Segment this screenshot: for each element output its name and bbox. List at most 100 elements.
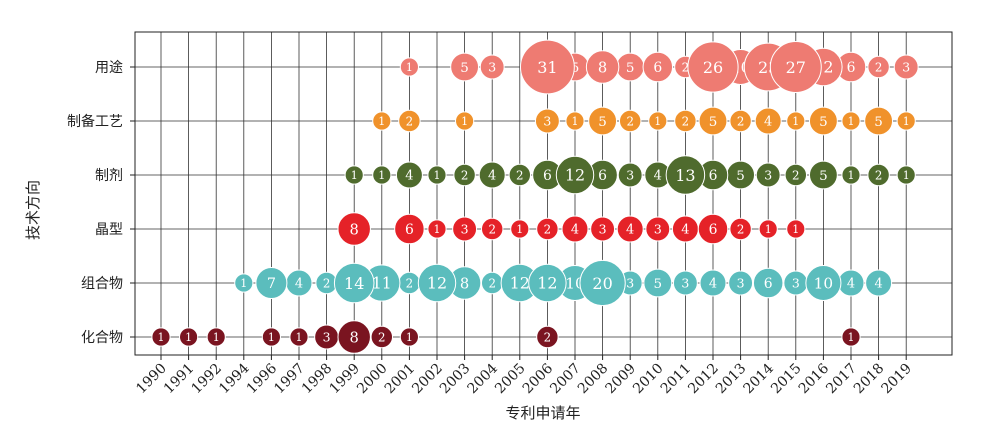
bubble-5-2006 <box>536 325 559 349</box>
bubble-label-1-2015: 1 <box>792 115 799 128</box>
bubble-label-3-2009: 4 <box>626 223 634 238</box>
bubble-2-1999 <box>344 165 364 185</box>
bubble-label-4-2005: 12 <box>510 274 530 293</box>
bubble-5-1999 <box>337 320 371 354</box>
bubble-2-2001 <box>395 161 423 189</box>
bubble-label-0-2011: 2 <box>682 60 690 74</box>
y-tick-label-4: 组合物 <box>81 276 123 292</box>
bubble-4-2013 <box>728 270 754 296</box>
bubble-1-2008 <box>588 106 618 136</box>
bubble-label-4-2000: 11 <box>372 274 392 293</box>
bubble-label-3-2013: 2 <box>737 222 745 236</box>
bubble-4-2018 <box>865 269 893 297</box>
bubble-label-2-2002: 1 <box>434 169 441 182</box>
bubble-3-2004 <box>480 217 504 241</box>
bubble-0-2018 <box>867 55 890 79</box>
bubble-1-2007 <box>565 111 585 131</box>
bubble-label-5-1991: 1 <box>185 331 192 344</box>
bubble-label-2-2013: 5 <box>736 168 745 184</box>
bubble-1-2001 <box>398 109 421 133</box>
bubble-0-2001 <box>399 57 419 77</box>
bubble-label-4-2014: 6 <box>764 276 773 292</box>
bubble-label-4-1996: 7 <box>267 276 276 292</box>
x-tick-label-1992: 1992 <box>189 361 226 398</box>
bubble-label-4-1994: 1 <box>240 277 247 290</box>
bubble-5-1992 <box>206 327 226 347</box>
bubble-label-0-2018: 2 <box>875 60 883 74</box>
bubble-label-1-2000: 1 <box>378 115 385 128</box>
bubble-label-4-2009: 3 <box>626 275 634 290</box>
bubble-1-2010 <box>648 111 668 131</box>
y-tick-label-2: 制剂 <box>95 168 123 184</box>
bubble-3-2010 <box>645 216 671 242</box>
x-tick-label-2012: 2012 <box>685 361 722 398</box>
bubble-label-4-2012: 4 <box>709 277 717 292</box>
x-tick-label-2013: 2013 <box>713 361 750 398</box>
bubble-label-2-2016: 5 <box>819 168 828 184</box>
x-tick-label-2019: 2019 <box>879 361 916 398</box>
bubble-1-2019 <box>896 111 916 131</box>
bubble-label-1-2012: 5 <box>709 114 718 130</box>
bubble-label-2-2015: 2 <box>792 168 800 182</box>
bubble-label-4-2006: 12 <box>537 274 557 293</box>
bubble-label-1-2011: 2 <box>682 114 690 128</box>
bubble-3-2002 <box>427 219 447 239</box>
bubble-label-4-1999: 14 <box>344 274 364 293</box>
bubble-1-2018 <box>864 106 894 136</box>
bubble-label-3-2001: 6 <box>405 222 414 238</box>
bubble-2-2005 <box>508 163 532 187</box>
bubble-1-2006 <box>534 108 560 134</box>
bubble-0-2004 <box>479 54 505 80</box>
bubble-1-2011 <box>674 109 697 133</box>
bubble-0-2008 <box>585 50 620 84</box>
bubble-4-2012 <box>699 269 727 297</box>
bubble-label-1-2009: 2 <box>626 114 634 128</box>
bubble-label-4-2018: 4 <box>874 277 882 292</box>
x-tick-label-1996: 1996 <box>244 360 281 397</box>
bubble-0-2019 <box>893 54 919 80</box>
bubble-5-1991 <box>179 327 199 347</box>
bubble-label-5-1990: 1 <box>158 331 165 344</box>
bubble-1-2016 <box>808 106 838 136</box>
bubble-label-3-2012: 6 <box>709 222 718 238</box>
bubble-label-4-2001: 2 <box>406 276 414 290</box>
bubble-4-2014 <box>752 267 784 299</box>
bubble-label-5-1996: 1 <box>268 331 275 344</box>
bubble-label-5-2006: 2 <box>544 330 552 344</box>
y-axis-title: 技术方向 <box>24 180 42 240</box>
bubble-label-2-2003: 2 <box>461 168 469 182</box>
bubble-label-2-2018: 2 <box>875 168 883 182</box>
x-tick-label-2008: 2008 <box>575 361 612 398</box>
x-tick-label-2007: 2007 <box>547 361 584 398</box>
bubble-label-4-2013: 3 <box>737 275 745 290</box>
bubble-label-4-2003: 8 <box>460 275 469 292</box>
y-tick-label-3: 晶型 <box>95 222 123 238</box>
bubble-label-1-2017: 1 <box>848 115 855 128</box>
bubble-label-2-2005: 2 <box>516 168 524 182</box>
bubble-4-2006 <box>528 263 567 303</box>
bubble-2-2015 <box>784 163 808 187</box>
bubble-label-3-2005: 1 <box>516 223 523 236</box>
x-tick-label-2009: 2009 <box>603 361 640 398</box>
x-tick-label-2016: 2016 <box>796 360 833 397</box>
bubble-label-5-1999: 8 <box>350 329 359 346</box>
bubble-label-2-2004: 4 <box>488 169 496 184</box>
bubble-label-4-1997: 4 <box>295 277 303 292</box>
bubble-label-0-2009: 5 <box>626 60 635 76</box>
x-tick-label-1991: 1991 <box>161 361 198 398</box>
bubble-4-2010 <box>643 268 673 298</box>
bubble-label-1-2003: 1 <box>461 115 468 128</box>
bubble-label-5-2017: 1 <box>848 331 855 344</box>
x-tick-label-2017: 2017 <box>823 361 860 398</box>
bubble-label-5-2001: 1 <box>406 331 413 344</box>
bubble-4-1999 <box>333 262 375 304</box>
bubble-3-2005 <box>510 219 530 239</box>
y-tick-label-5: 化合物 <box>81 330 123 346</box>
bubble-2-2017 <box>841 165 861 185</box>
bubble-label-4-2010: 5 <box>654 276 663 292</box>
bubble-label-2-2000: 1 <box>378 169 385 182</box>
bubble-label-1-2018: 5 <box>874 114 883 130</box>
bubble-3-2008 <box>590 216 616 242</box>
bubble-label-3-2010: 3 <box>654 221 662 236</box>
